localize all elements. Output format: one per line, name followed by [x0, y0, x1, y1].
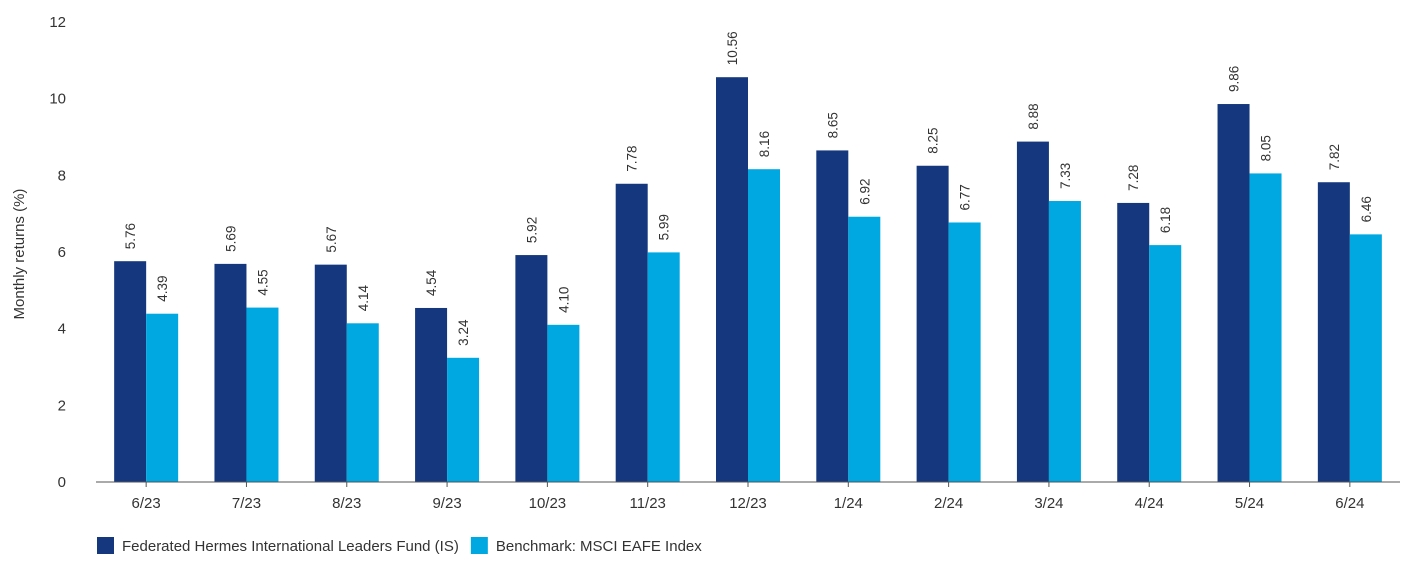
fund-data-label: 5.76: [123, 223, 138, 249]
fund-bar: [1317, 182, 1350, 482]
fund-bar: [615, 183, 648, 482]
benchmark-data-label: 3.24: [456, 319, 471, 346]
benchmark-bar: [1149, 245, 1182, 482]
fund-bar: [716, 77, 748, 482]
benchmark-data-label: 5.99: [657, 214, 672, 240]
fund-data-label: 7.82: [1327, 144, 1342, 170]
x-tick-label: 9/23: [432, 495, 461, 512]
fund-data-label: 9.86: [1227, 66, 1242, 92]
fund-bar: [916, 165, 949, 482]
y-tick-label: 12: [49, 14, 66, 31]
benchmark-data-label: 4.55: [255, 269, 270, 295]
y-axis: 0 2 4 6 8 10 12: [49, 14, 66, 491]
y-axis-label: Monthly returns (%): [11, 189, 28, 320]
benchmark-bar: [848, 216, 881, 482]
benchmark-bar: [547, 324, 580, 482]
benchmark-data-label: 6.46: [1359, 196, 1374, 222]
benchmark-data-label: 6.18: [1158, 207, 1173, 233]
benchmark-bar: [146, 313, 179, 482]
fund-bar: [214, 263, 247, 482]
benchmark-bar: [748, 169, 780, 482]
benchmark-data-label: 8.16: [757, 131, 772, 157]
x-tick-label: 3/24: [1034, 495, 1063, 512]
fund-data-label: 8.88: [1026, 103, 1041, 129]
y-tick-label: 6: [58, 244, 66, 261]
legend-swatch-benchmark: [470, 537, 488, 554]
benchmark-bar: [246, 307, 279, 482]
x-tick-label: 6/23: [132, 495, 161, 512]
data-labels-group: 5.76 4.39 5.69 4.55 5.67 4.14 4.54 3.24 5.92 4.10…: [123, 31, 1374, 345]
legend-label-benchmark: Benchmark: MSCI EAFE Index: [496, 538, 702, 555]
benchmark-bar: [647, 252, 680, 482]
fund-data-label: 7.78: [625, 145, 640, 171]
fund-bar: [1217, 104, 1250, 483]
fund-data-label: 5.69: [223, 226, 238, 252]
x-tick-label: 6/24: [1335, 495, 1364, 512]
y-tick-label: 2: [58, 397, 66, 414]
fund-bar: [314, 264, 347, 482]
x-tick-label: 10/23: [529, 495, 567, 512]
benchmark-bar: [1048, 201, 1081, 482]
legend-label-fund: Federated Hermes International Leaders F…: [122, 538, 459, 555]
x-tick-label: 7/23: [232, 495, 261, 512]
x-tick-label: 11/23: [629, 495, 665, 512]
benchmark-data-label: 4.39: [155, 275, 170, 301]
benchmark-bar: [447, 357, 480, 482]
x-tick-label: 12/23: [729, 495, 767, 512]
bars-group: [114, 77, 1382, 483]
benchmark-bar: [948, 222, 981, 482]
benchmark-data-label: 4.14: [356, 285, 371, 312]
fund-data-label: 4.54: [424, 269, 439, 296]
x-axis-ticks: 6/23 7/23 8/23 9/23 10/23 11/23 12/23 1/24 2/24 3…: [132, 482, 1364, 512]
benchmark-data-label: 7.33: [1058, 163, 1073, 189]
fund-data-label: 7.28: [1126, 165, 1141, 191]
benchmark-data-label: 6.77: [958, 184, 973, 210]
benchmark-bar: [1249, 173, 1282, 482]
benchmark-bar: [1349, 234, 1382, 482]
x-tick-label: 2/24: [934, 495, 963, 512]
benchmark-data-label: 8.05: [1259, 135, 1274, 161]
x-tick-label: 8/23: [332, 495, 361, 512]
y-tick-label: 0: [58, 474, 66, 491]
fund-bar: [816, 150, 849, 482]
benchmark-data-label: 6.92: [857, 178, 872, 204]
benchmark-bar: [346, 323, 379, 482]
fund-bar: [515, 255, 548, 482]
y-tick-label: 10: [49, 91, 66, 108]
fund-data-label: 8.65: [825, 112, 840, 138]
fund-data-label: 10.56: [725, 31, 740, 65]
fund-bar: [1117, 202, 1150, 482]
fund-data-label: 5.67: [324, 226, 339, 252]
fund-bar: [114, 261, 147, 482]
fund-bar: [1016, 141, 1049, 482]
x-tick-label: 1/24: [834, 495, 863, 512]
x-tick-label: 4/24: [1135, 495, 1164, 512]
fund-bar: [415, 307, 448, 482]
x-tick-label: 5/24: [1235, 495, 1264, 512]
benchmark-data-label: 4.10: [556, 287, 571, 313]
fund-data-label: 8.25: [926, 127, 941, 153]
y-tick-label: 8: [58, 167, 66, 184]
fund-data-label: 5.92: [524, 217, 539, 243]
legend-swatch-fund: [97, 537, 114, 554]
y-tick-label: 4: [58, 321, 66, 338]
legend: Federated Hermes International Leaders F…: [97, 537, 702, 555]
